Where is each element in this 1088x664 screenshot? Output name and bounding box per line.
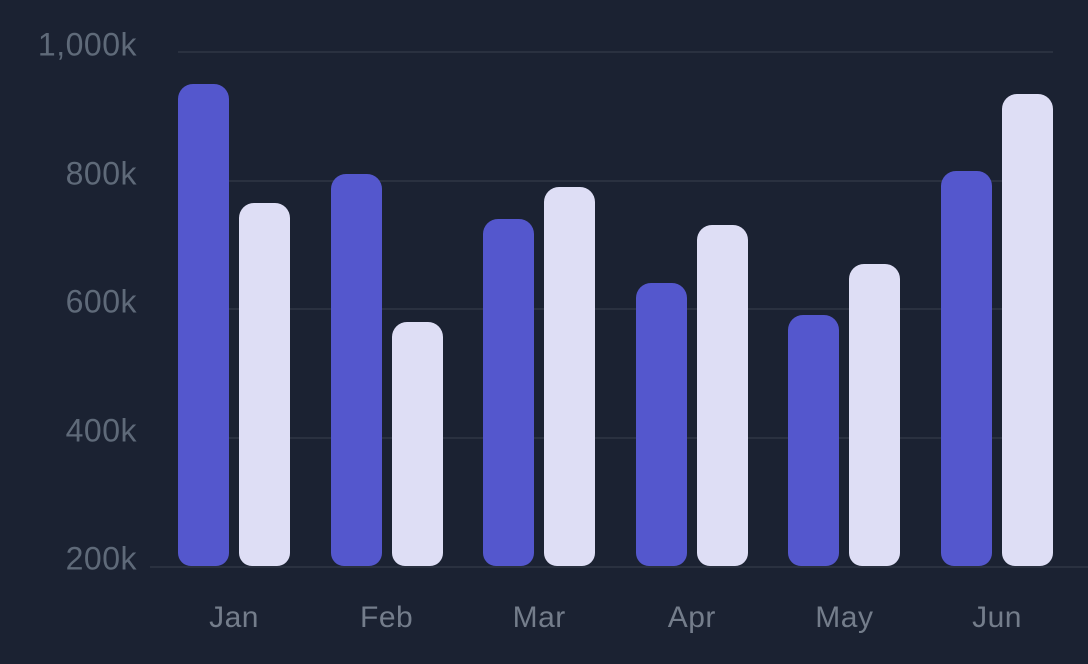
bar-mar-series-a[interactable] [483,219,535,566]
bar-feb-series-b[interactable] [391,321,443,566]
x-tick-label-jan: Jan [209,601,259,634]
y-tick-label-1,000k: 1,000k [37,26,137,63]
bar-mar-series-b[interactable] [544,186,596,566]
y-tick-label-600k: 600k [65,283,137,320]
x-axis-line [150,566,1088,568]
bar-jan-series-b[interactable] [239,202,290,566]
gridline-800k [178,179,1053,182]
bar-may-series-b[interactable] [849,264,901,566]
bar-jun-series-b[interactable] [1002,93,1053,566]
y-tick-label-800k: 800k [65,155,137,191]
gridline-400k [178,436,1053,439]
x-tick-label-mar: Mar [512,601,566,634]
bar-jan-series-a[interactable] [178,84,229,566]
y-tick-label-400k: 400k [65,412,137,448]
bar-jun-series-a[interactable] [941,170,992,566]
x-tick-label-jun: Jun [972,601,1022,634]
x-tick-label-apr: Apr [667,601,716,634]
bar-may-series-a[interactable] [788,315,840,566]
bar-apr-series-a[interactable] [635,283,687,566]
bar-apr-series-b[interactable] [696,225,748,566]
x-tick-label-feb: Feb [359,601,414,634]
x-tick-label-may: May [815,601,874,634]
gridline-600k [178,308,1053,310]
bar-feb-series-a[interactable] [330,174,382,566]
gridline-1,000k [178,51,1053,53]
y-tick-label-200k: 200k [65,540,137,577]
